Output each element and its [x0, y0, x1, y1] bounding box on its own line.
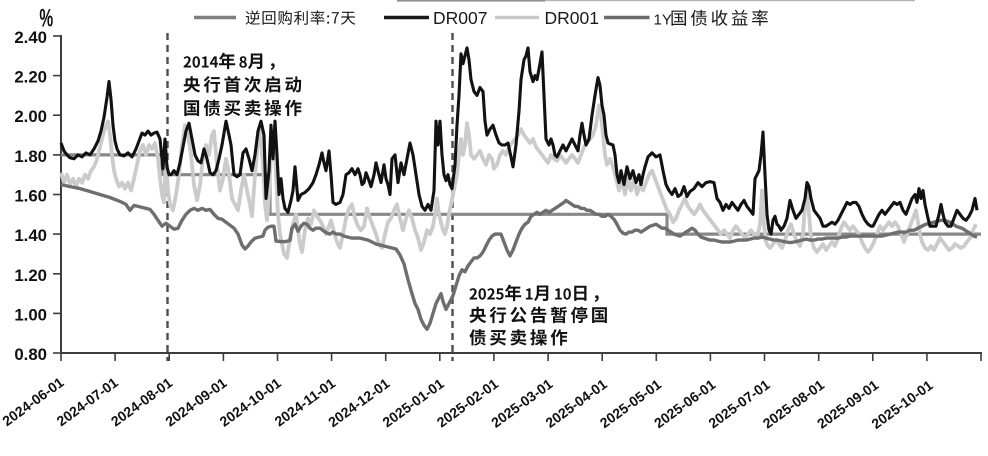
- svg-text:1.60: 1.60: [14, 187, 47, 206]
- svg-text:1Y: 1Y: [654, 12, 672, 29]
- svg-text:2.40: 2.40: [14, 28, 47, 47]
- svg-text:DR007: DR007: [433, 8, 487, 28]
- svg-text:1.20: 1.20: [14, 266, 47, 285]
- svg-text:1.00: 1.00: [14, 305, 47, 324]
- svg-text:1.80: 1.80: [14, 147, 47, 166]
- svg-text:2.00: 2.00: [14, 107, 47, 126]
- svg-text:DR001: DR001: [545, 8, 599, 28]
- svg-text:0.80: 0.80: [14, 345, 47, 364]
- svg-text:1.40: 1.40: [14, 226, 47, 245]
- svg-text:2.20: 2.20: [14, 68, 47, 87]
- svg-text:%: %: [39, 5, 53, 33]
